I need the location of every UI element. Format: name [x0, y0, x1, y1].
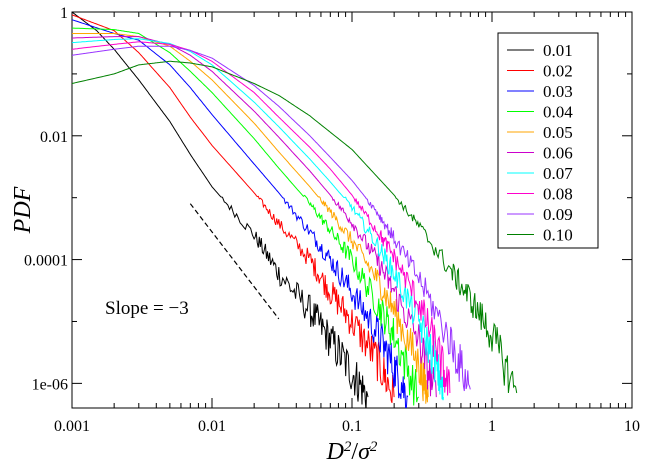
y-tick-label: 0.01 [40, 129, 68, 146]
y-tick-label: 1e-06 [32, 376, 68, 393]
slope-annotation: Slope = −3 [105, 298, 189, 319]
legend-label: 0.04 [543, 103, 573, 122]
y-axis-title: PDF [10, 186, 36, 234]
x-tick-label: 0.1 [342, 418, 362, 435]
series-line-0.03 [72, 19, 409, 408]
series-line-0.07 [72, 38, 444, 401]
x-axis-title: D2/σ2 [326, 439, 378, 465]
legend-label: 0.10 [543, 226, 573, 245]
x-tick-label: 0.001 [54, 418, 90, 435]
legend-label: 0.02 [543, 62, 573, 81]
x-tick-label: 10 [624, 418, 640, 435]
x-tick-label: 1 [488, 418, 496, 435]
series-line-0.02 [72, 14, 395, 403]
legend-label: 0.08 [543, 185, 573, 204]
legend-label: 0.07 [543, 164, 573, 183]
legend-label: 0.03 [543, 82, 573, 101]
legend-label: 0.06 [543, 144, 573, 163]
plot-area [72, 12, 518, 408]
series-line-0.04 [72, 27, 420, 406]
y-tick-label: 1 [60, 5, 68, 22]
series-line-0.08 [72, 41, 451, 396]
series-line-0.06 [72, 36, 437, 398]
y-tick-label: 0.0001 [24, 253, 68, 270]
legend-box [497, 32, 599, 249]
series-line-0.10 [72, 60, 518, 394]
legend: 0.01 0.020.03 0.040.05 0.060.07 0.080.09 0.10 [497, 32, 599, 249]
series-line-0.09 [72, 45, 471, 392]
x-tick-label: 0.01 [198, 418, 226, 435]
legend-label: 0.01 [543, 41, 573, 60]
legend-label: 0.09 [543, 205, 573, 224]
axis-ticks: 0.001 0.01 0.1 1 10 1 0.01 0.0001 1e-06 [24, 5, 640, 435]
legend-label: 0.05 [543, 123, 573, 142]
slope-reference-line [189, 203, 280, 320]
